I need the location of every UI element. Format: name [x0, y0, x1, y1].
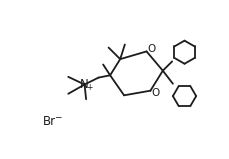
Text: O: O	[147, 44, 155, 54]
Text: −: −	[53, 112, 61, 121]
Text: Br: Br	[43, 115, 56, 128]
Text: +: +	[86, 83, 92, 92]
Text: O: O	[150, 88, 158, 98]
Text: N: N	[80, 78, 89, 91]
